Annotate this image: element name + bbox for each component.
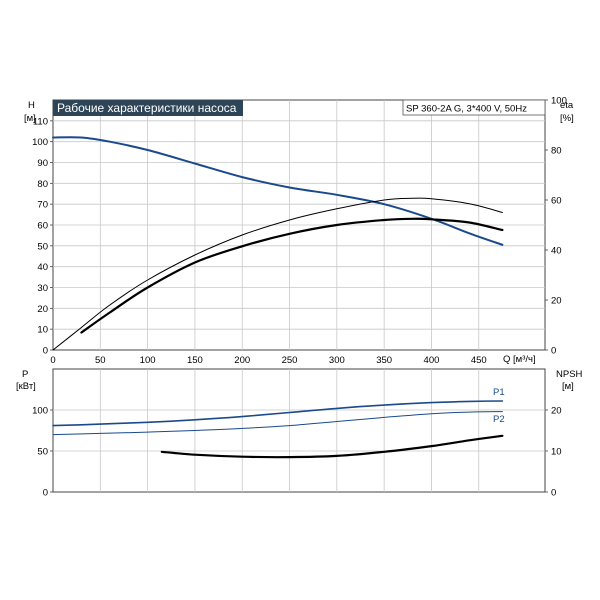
bottom-panel: 0 50 100 0 10 20 P [кВт] NPSH [м] P1 P2 — [16, 368, 583, 499]
series-line-1-0 — [52, 400, 504, 427]
x-tick-label: 400 — [424, 355, 440, 366]
y-tick-label-left: 70 — [37, 200, 48, 211]
x-tick-label: 200 — [234, 355, 250, 366]
series-line-0-2 — [80, 217, 504, 334]
y-axis-unit-npsh: [м] — [562, 381, 574, 392]
y-axis-label-npsh: NPSH — [556, 369, 583, 380]
y-tick-label-right: 60 — [551, 196, 562, 207]
y-tick-label-left: 10 — [37, 325, 48, 336]
y-tick-label-left: 60 — [37, 221, 48, 232]
y-axis-unit-h: [м] — [24, 113, 36, 124]
bottom-grid — [53, 369, 545, 492]
y-tick-label-left: 100 — [32, 406, 48, 417]
x-tick-label: 50 — [95, 355, 106, 366]
y-tick-label-right: 80 — [551, 146, 562, 157]
y-tick-label-right: 0 — [551, 346, 556, 357]
y-axis-unit-eta: [%] — [560, 113, 574, 124]
chart-subtitle: SP 360-2A G, 3*400 V, 50Hz — [406, 104, 527, 115]
series-line-1-2 — [160, 434, 504, 459]
series-line-1-1 — [52, 411, 503, 436]
y-axis-label-p: P — [22, 369, 28, 380]
y-tick-label-left: 0 — [43, 346, 48, 357]
y-tick-label-left: 90 — [37, 158, 48, 169]
x-tick-label: 100 — [140, 355, 156, 366]
y-axis-unit-p: [кВт] — [16, 381, 36, 392]
y-tick-label-right: 10 — [551, 447, 562, 458]
bottom-tick-labels: 0 50 100 0 10 20 — [32, 406, 561, 499]
bottom-plot-frame — [52, 368, 546, 493]
x-tick-label: 300 — [329, 355, 345, 366]
title-banner — [53, 100, 243, 116]
y-tick-label-left: 110 — [33, 116, 48, 127]
series-line-0-0 — [52, 136, 504, 246]
y-tick-label-left: 50 — [37, 241, 48, 252]
chart-title: Рабочие характеристики насоса — [57, 101, 237, 115]
y-tick-label-right: 20 — [551, 296, 562, 307]
x-tick-label: 150 — [187, 355, 203, 366]
x-axis-label: Q [м³/ч] — [503, 354, 536, 365]
y-axis-label-h: H — [28, 100, 35, 111]
top-panel: 0 10 20 30 40 50 60 70 80 90 100 110 0 20 40 60 80 100 0 50… — [24, 96, 574, 367]
y-tick-label-left: 100 — [32, 137, 48, 148]
y-tick-label-left: 0 — [43, 488, 48, 499]
x-tick-label: 0 — [50, 355, 55, 366]
y-tick-label-left: 50 — [37, 447, 48, 458]
series-label-p1: P1 — [493, 387, 505, 398]
x-tick-label: 350 — [376, 355, 392, 366]
top-tick-labels: 0 10 20 30 40 50 60 70 80 90 100 110 0 20 40 60 80 100 0 50… — [32, 96, 567, 367]
y-tick-label-right: 20 — [551, 406, 562, 417]
y-tick-label-left: 20 — [37, 304, 48, 315]
y-tick-label-right: 0 — [551, 488, 556, 499]
x-tick-label: 250 — [282, 355, 298, 366]
bottom-series — [52, 400, 504, 459]
y-tick-label-left: 80 — [37, 179, 48, 190]
top-grid — [53, 100, 545, 350]
y-tick-label-left: 30 — [37, 283, 48, 294]
subtitle-box — [402, 99, 546, 116]
y-tick-label-right: 100 — [551, 96, 567, 107]
y-tick-label-left: 40 — [37, 262, 48, 273]
top-series — [52, 136, 504, 351]
series-line-0-1 — [52, 197, 503, 351]
y-axis-label-eta: eta — [560, 100, 574, 111]
x-tick-label: 450 — [471, 355, 487, 366]
y-tick-label-right: 40 — [551, 246, 562, 257]
series-label-p2: P2 — [493, 414, 505, 425]
